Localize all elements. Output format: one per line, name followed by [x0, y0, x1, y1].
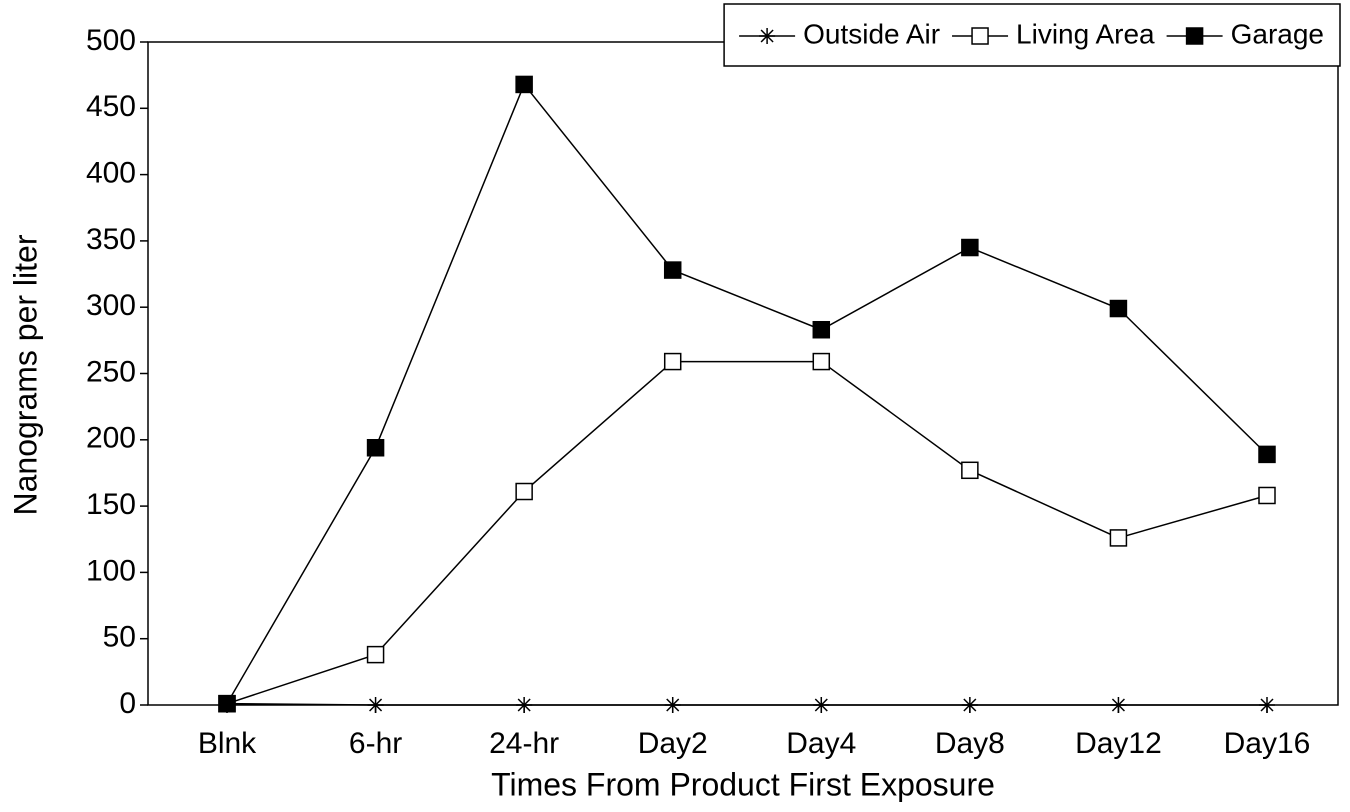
y-tick-label: 350 [86, 223, 136, 256]
point [366, 645, 385, 664]
x-tick-label: 24-hr [489, 727, 559, 760]
star-stroke [963, 698, 977, 712]
star-stroke [814, 698, 828, 712]
y-tick-label: 150 [86, 488, 136, 521]
point [1185, 27, 1204, 45]
y-tick-label: 500 [86, 24, 136, 57]
point [664, 697, 681, 713]
x-tick-label: Day8 [935, 727, 1005, 760]
x-axis-label: Times From Product First Exposure [491, 766, 995, 802]
plot-frame [147, 41, 1339, 706]
y-tick-label: 450 [86, 90, 136, 123]
y-tick-label: 300 [86, 289, 136, 322]
point [1109, 529, 1128, 547]
x-tick-label: Day4 [786, 727, 856, 760]
y-tick-label: 200 [86, 422, 136, 455]
series-line [226, 82, 1268, 705]
point [812, 352, 831, 371]
point [971, 27, 989, 45]
legend-label: Outside Air [803, 18, 940, 49]
point [961, 238, 979, 257]
point [663, 352, 682, 371]
x-tick-label: 6-hr [349, 727, 402, 760]
point [813, 697, 830, 713]
point [516, 697, 533, 713]
y-tick-label: 100 [86, 554, 136, 587]
point [367, 697, 384, 713]
point [1258, 445, 1276, 464]
point [961, 697, 978, 713]
point [1110, 697, 1127, 713]
point [515, 482, 533, 501]
series-line [226, 702, 1267, 706]
star-stroke [517, 698, 531, 712]
legend-label: Living Area [1016, 18, 1155, 49]
star-stroke [1111, 698, 1125, 712]
star-stroke [666, 698, 680, 712]
point [1109, 299, 1128, 318]
y-tick-label: 400 [86, 157, 136, 190]
x-tick-label: Blnk [198, 727, 257, 760]
star-stroke [369, 698, 383, 712]
point [366, 439, 385, 457]
x-tick-label: Day16 [1224, 727, 1311, 760]
series-line [226, 360, 1268, 705]
point [812, 320, 831, 339]
point [759, 28, 776, 44]
x-tick-label: Day2 [638, 727, 708, 760]
x-tick-label: Day12 [1075, 727, 1162, 760]
y-axis-label: Nanograms per liter [7, 234, 43, 515]
y-tick-label: 50 [103, 621, 136, 654]
star-stroke [1260, 698, 1274, 712]
legend-box [723, 3, 1341, 67]
point [515, 75, 533, 94]
point [1258, 486, 1276, 505]
point [961, 461, 979, 480]
point [663, 261, 682, 279]
legend: Outside Air Living Area Garage [723, 3, 1341, 67]
point [1259, 697, 1275, 713]
star-stroke [760, 29, 774, 43]
y-tick-label: 250 [86, 355, 136, 388]
point [218, 694, 236, 713]
y-tick-label: 0 [119, 687, 136, 720]
legend-label: Garage [1231, 18, 1324, 49]
